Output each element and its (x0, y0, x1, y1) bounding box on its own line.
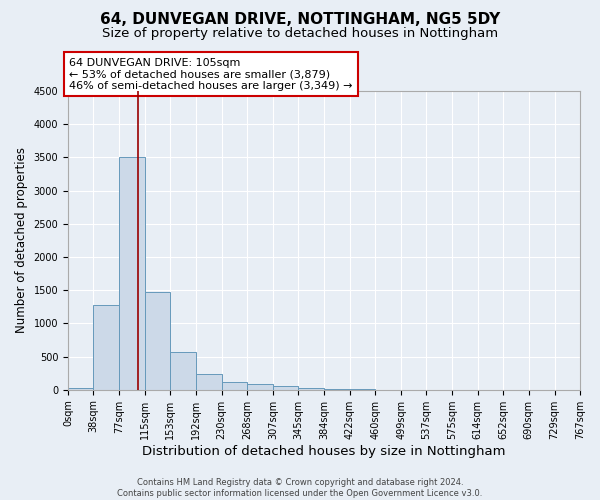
Bar (170, 352, 196, 390)
Text: 64, DUNVEGAN DRIVE, NOTTINGHAM, NG5 5DY: 64, DUNVEGAN DRIVE, NOTTINGHAM, NG5 5DY (100, 12, 500, 28)
Text: 64 DUNVEGAN DRIVE: 105sqm
← 53% of detached houses are smaller (3,879)
46% of se: 64 DUNVEGAN DRIVE: 105sqm ← 53% of detac… (70, 58, 353, 91)
Bar (196, 374, 221, 390)
Bar (119, 158, 145, 390)
Bar (145, 292, 170, 390)
Bar (273, 386, 298, 390)
X-axis label: Distribution of detached houses by size in Nottingham: Distribution of detached houses by size … (142, 444, 506, 458)
Text: Size of property relative to detached houses in Nottingham: Size of property relative to detached ho… (102, 28, 498, 40)
Y-axis label: Number of detached properties: Number of detached properties (15, 148, 28, 334)
Bar (247, 384, 273, 390)
Bar (68, 388, 94, 390)
Bar (298, 388, 325, 390)
Text: Contains HM Land Registry data © Crown copyright and database right 2024.
Contai: Contains HM Land Registry data © Crown c… (118, 478, 482, 498)
Bar (94, 305, 119, 390)
Bar (221, 382, 247, 390)
